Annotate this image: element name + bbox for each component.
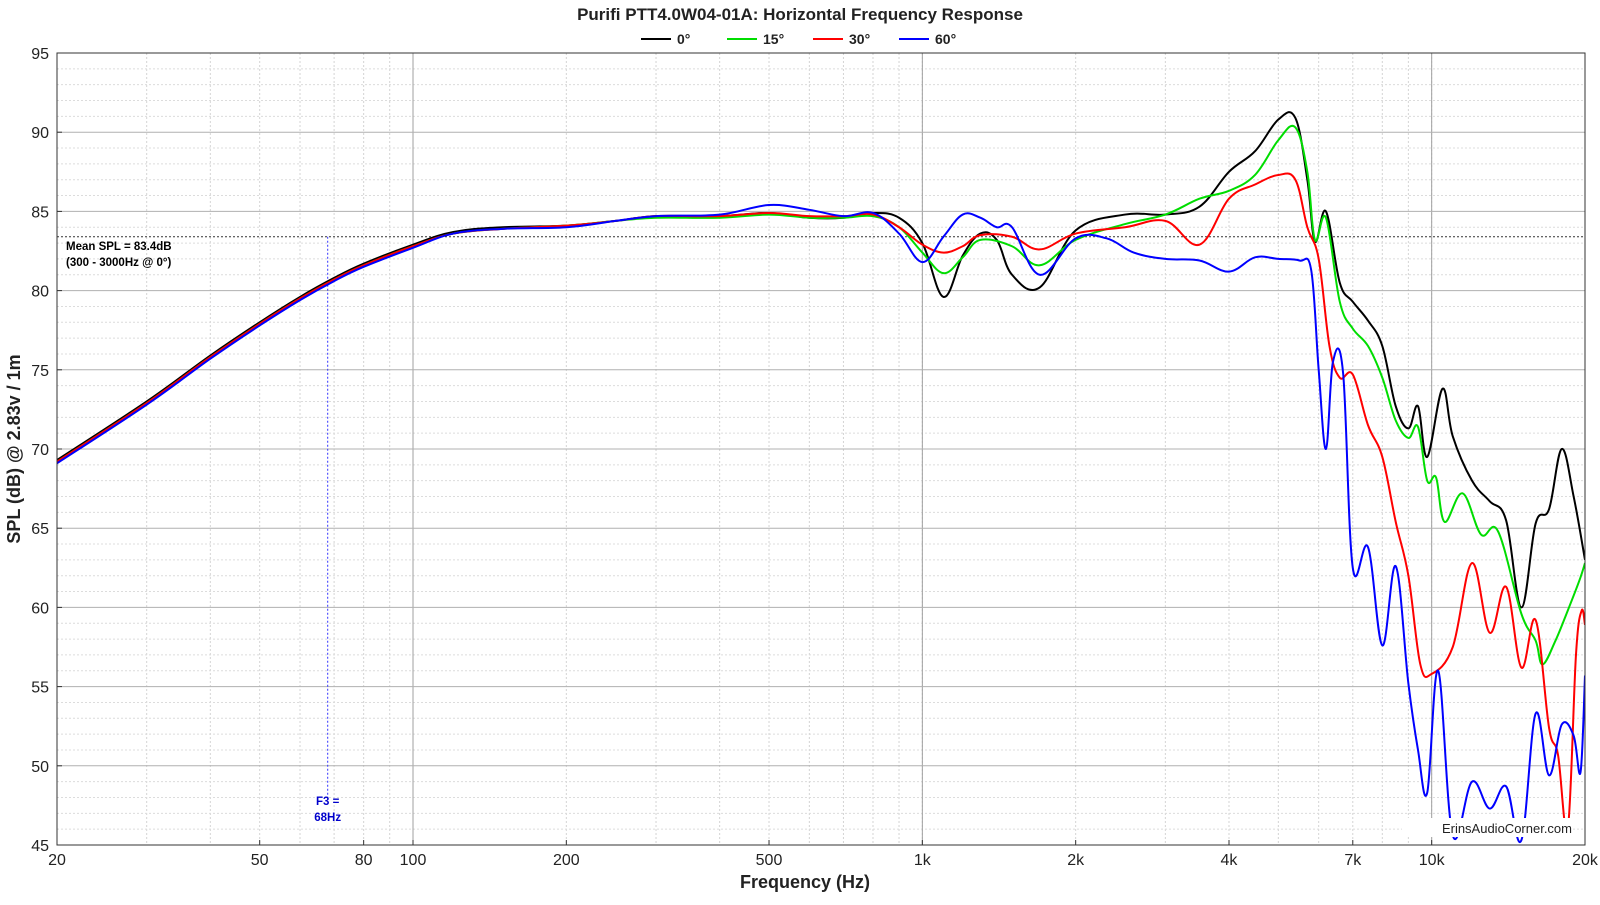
- y-tick-label: 50: [31, 759, 49, 776]
- y-tick-label: 85: [31, 204, 49, 221]
- legend-label: 0°: [677, 31, 690, 47]
- series-line-0deg: [57, 111, 1585, 609]
- y-tick-label: 55: [31, 680, 49, 697]
- chart-title: Purifi PTT4.0W04-01A: Horizontal Frequen…: [577, 5, 1023, 24]
- y-tick-label: 70: [31, 442, 49, 459]
- x-tick-label: 50: [251, 852, 269, 869]
- y-tick-label: 65: [31, 521, 49, 538]
- series-layer: [57, 111, 1585, 844]
- x-tick-label: 80: [355, 852, 373, 869]
- x-axis-ticks: 20 50 80 100 200 500 1k 2k 4k 7k 10k 20k: [48, 840, 1599, 869]
- x-tick-label: 1k: [914, 852, 932, 869]
- legend-label: 60°: [935, 31, 956, 47]
- mean-spl-annotation-line1: Mean SPL = 83.4dB: [66, 241, 172, 253]
- x-tick-label: 7k: [1344, 852, 1362, 869]
- y-tick-label: 90: [31, 125, 49, 142]
- x-tick-label: 200: [553, 852, 580, 869]
- legend-label: 30°: [849, 31, 870, 47]
- y-axis-label: SPL (dB) @ 2.83v / 1m: [4, 354, 24, 543]
- y-tick-label: 45: [31, 838, 49, 855]
- x-axis-label: Frequency (Hz): [740, 872, 870, 892]
- legend-label: 15°: [763, 31, 784, 47]
- mean-spl-annotation-line2: (300 - 3000Hz @ 0°): [66, 257, 171, 269]
- x-tick-label: 4k: [1221, 852, 1239, 869]
- f3-annotation-line2: 68Hz: [314, 812, 341, 824]
- y-axis-ticks: 45 50 55 60 65 70 75 80 85 90 95: [31, 46, 62, 855]
- y-tick-label: 95: [31, 46, 49, 63]
- y-tick-label: 75: [31, 363, 49, 380]
- x-tick-label: 100: [400, 852, 427, 869]
- x-tick-label: 500: [756, 852, 783, 869]
- legend: 0° 15° 30° 60°: [641, 31, 956, 47]
- x-tick-label: 20k: [1572, 852, 1599, 869]
- x-tick-label: 20: [48, 852, 66, 869]
- watermark-background: [1402, 818, 1570, 837]
- watermark-text: ErinsAudioCorner.com: [1442, 821, 1572, 836]
- f3-annotation-line1: F3 =: [316, 796, 340, 808]
- x-tick-label: 10k: [1419, 852, 1446, 869]
- y-tick-label: 60: [31, 600, 49, 617]
- y-tick-label: 80: [31, 284, 49, 301]
- series-line-60deg: [57, 203, 1585, 844]
- x-tick-label: 2k: [1067, 852, 1085, 869]
